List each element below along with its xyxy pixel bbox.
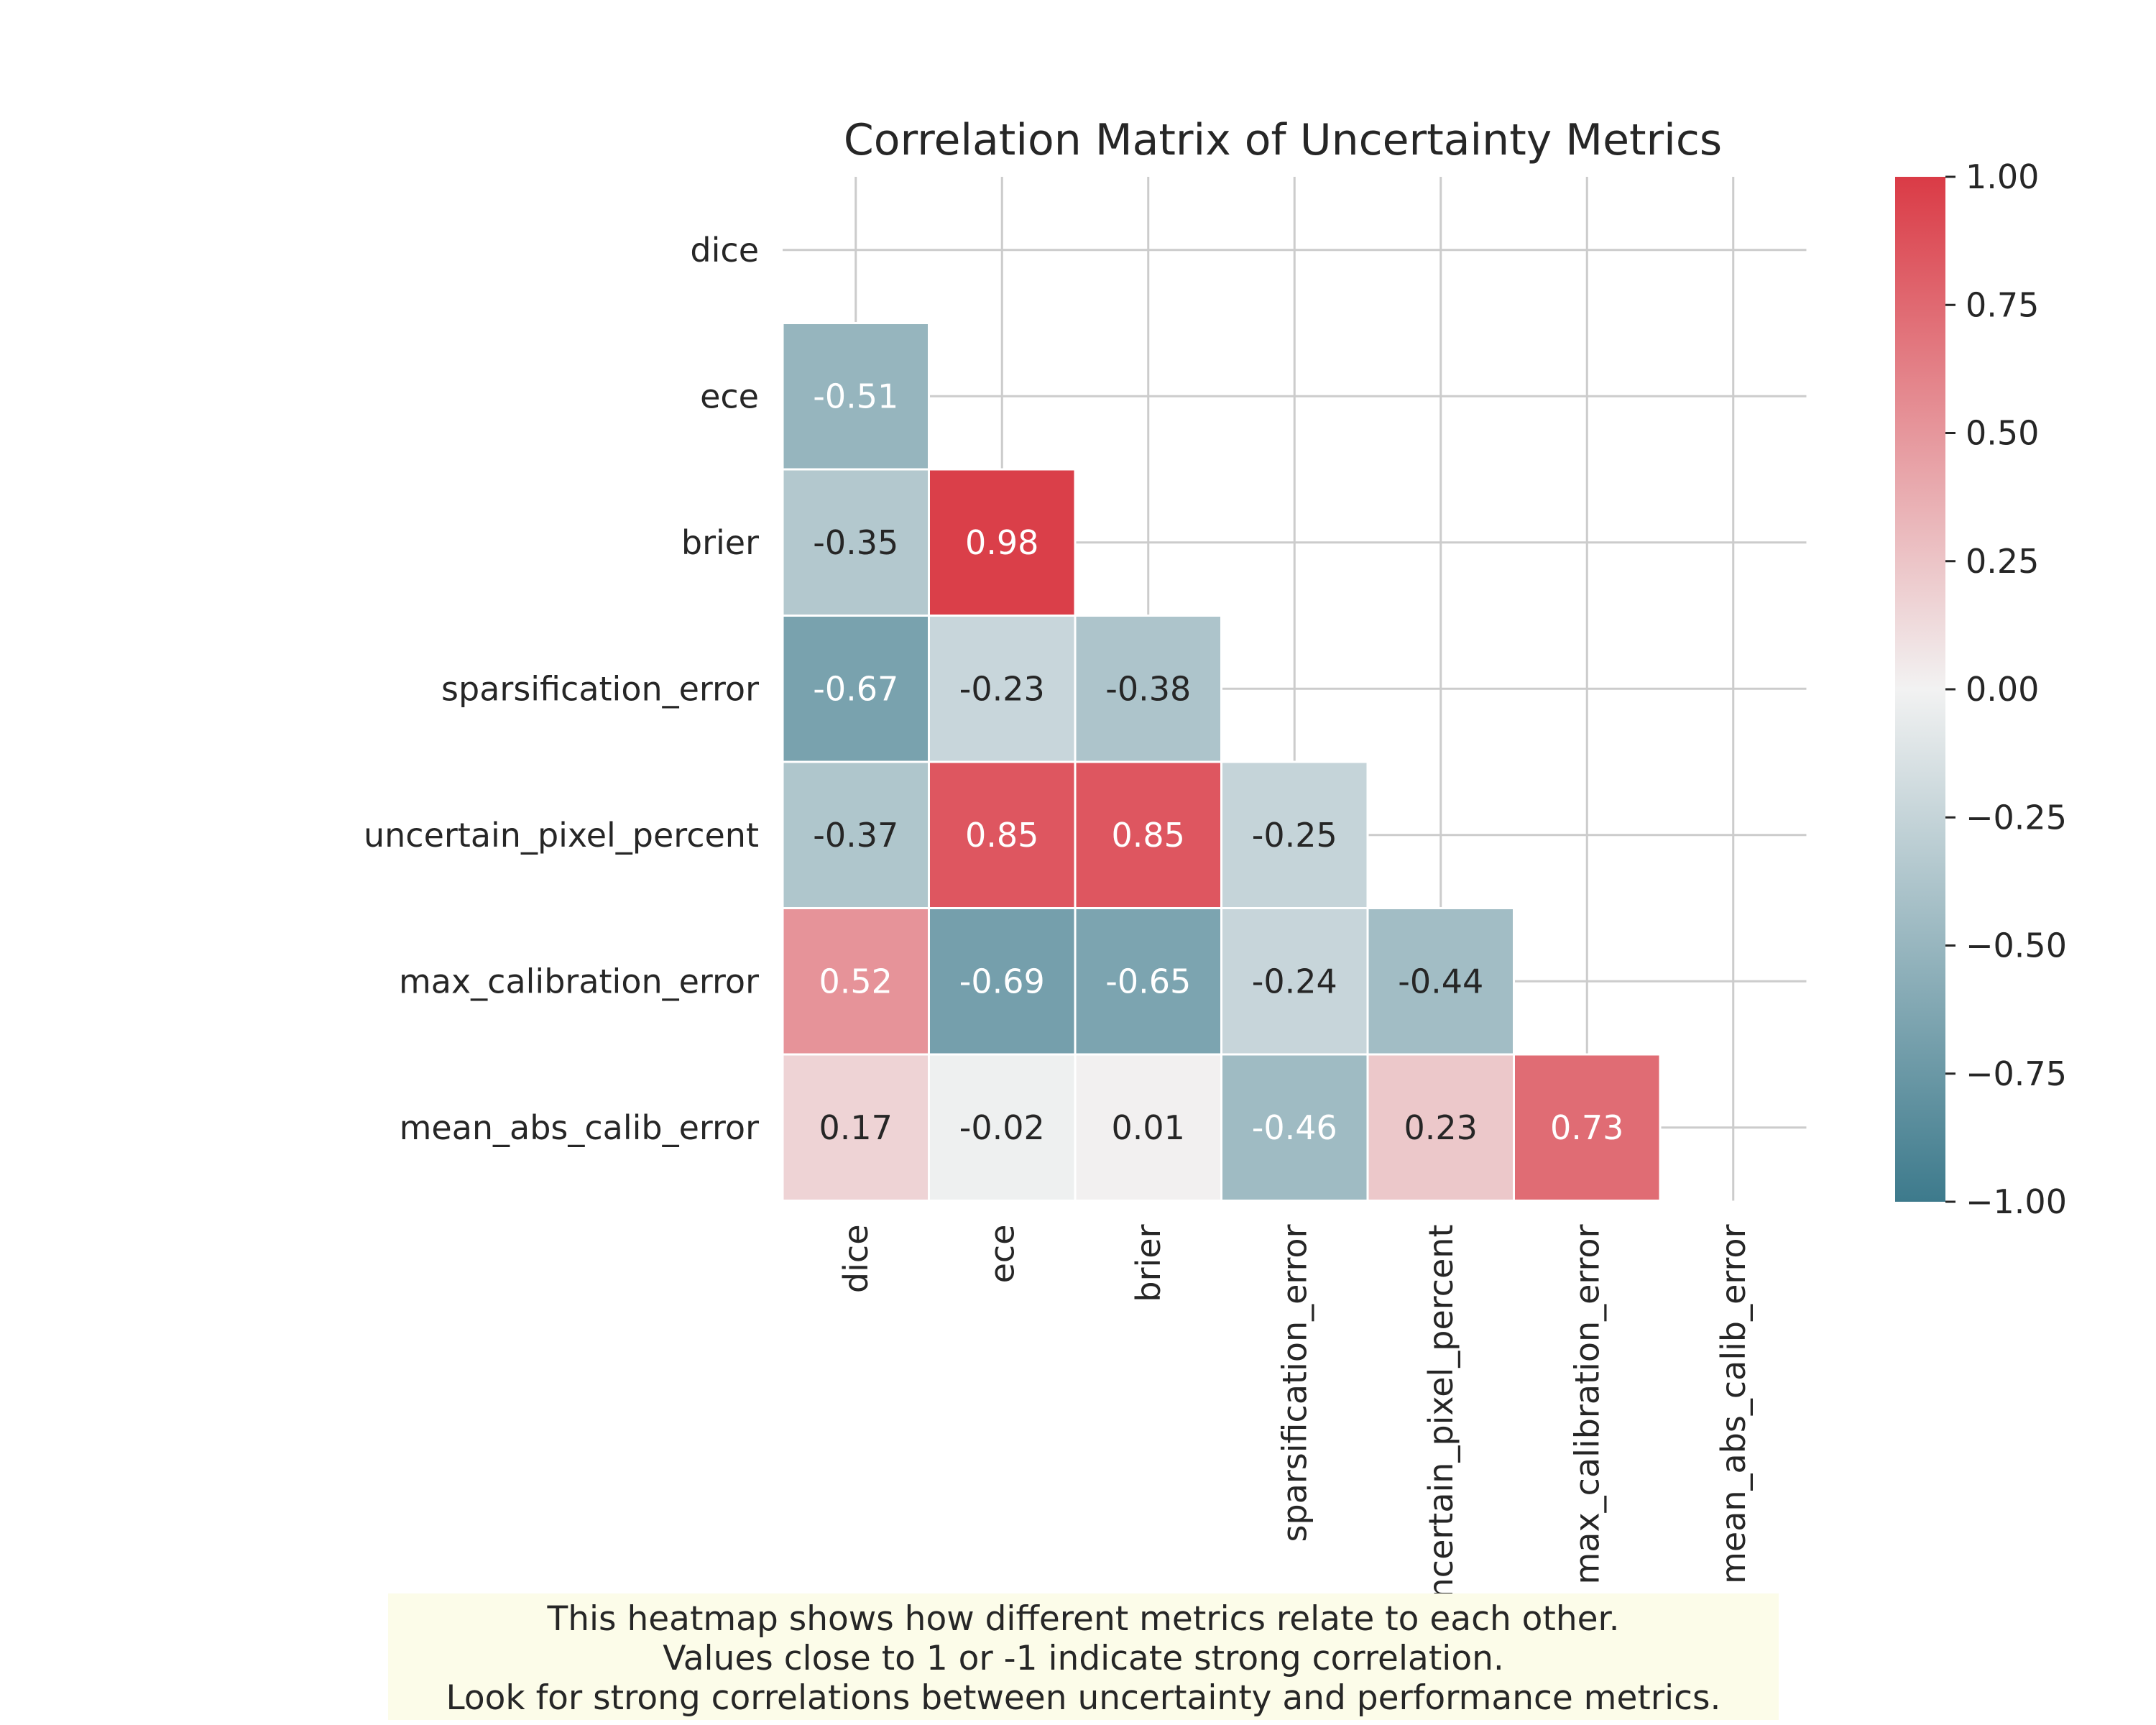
x-tick-label: mean_abs_calib_error xyxy=(1714,1224,1753,1583)
cell-value-label: -0.44 xyxy=(1398,962,1483,1000)
heatmap-cell xyxy=(781,322,930,471)
x-tick-label: sparsification_error xyxy=(1275,1224,1314,1542)
cell-value-label: -0.02 xyxy=(959,1108,1045,1147)
cell-value-label: 0.85 xyxy=(1112,816,1185,855)
cell-value-label: -0.38 xyxy=(1105,669,1191,708)
heatmap-cell xyxy=(1074,1053,1222,1202)
colorbar-tick-label: 0.00 xyxy=(1966,670,2039,709)
cell-value-label: 0.98 xyxy=(965,523,1038,562)
y-tick-label: sparsification_error xyxy=(441,669,759,708)
cell-value-label: -0.24 xyxy=(1252,962,1337,1000)
cell-value-label: -0.46 xyxy=(1252,1108,1337,1147)
y-tick-label: dice xyxy=(690,231,759,270)
y-tick-label: ece xyxy=(700,377,759,415)
x-tick-label: ece xyxy=(982,1225,1021,1284)
colorbar-tick-label: 1.00 xyxy=(1966,157,2039,196)
y-tick-label: mean_abs_calib_error xyxy=(400,1108,759,1147)
caption-line-2: Values close to 1 or -1 indicate strong … xyxy=(663,1639,1504,1678)
cell-value-label: 0.23 xyxy=(1404,1108,1478,1147)
cell-value-label: -0.25 xyxy=(1252,816,1337,855)
cell-value-label: -0.35 xyxy=(813,523,898,562)
cell-value-label: -0.23 xyxy=(959,669,1045,708)
x-axis-tick-labels: dice ece brier sparsification_error uncertai… xyxy=(837,1224,1753,1619)
cell-value-label: 0.01 xyxy=(1112,1108,1185,1147)
cell-value-label: -0.69 xyxy=(959,962,1045,1000)
heatmap-cell xyxy=(781,907,930,1056)
heatmap-cell xyxy=(928,468,1077,617)
heatmap-cell xyxy=(928,907,1077,1056)
colorbar-tick-label: 0.50 xyxy=(1966,414,2039,453)
colorbar-tick-label: −0.25 xyxy=(1966,798,2067,837)
cell-value-label: -0.65 xyxy=(1105,962,1191,1000)
y-tick-label: brier xyxy=(681,523,759,562)
colorbar: 1.00 0.75 0.50 0.25 0.00 −0.25 −0.50 −0.75 −1.00 xyxy=(1895,157,2067,1221)
cell-value-label: -0.37 xyxy=(813,816,898,855)
colorbar-tick-label: −0.75 xyxy=(1966,1054,2067,1093)
heatmap-cells xyxy=(781,322,1662,1202)
heatmap-cell xyxy=(928,760,1077,909)
heatmap-cell xyxy=(1074,760,1222,909)
cell-value-label: 0.17 xyxy=(819,1108,893,1147)
colorbar-tick-label: 0.25 xyxy=(1966,542,2039,581)
cell-value-label: 0.85 xyxy=(965,816,1038,855)
chart-title: Correlation Matrix of Uncertainty Metric… xyxy=(844,115,1722,165)
cell-value-label: -0.51 xyxy=(813,377,898,415)
x-tick-label: max_calibration_error xyxy=(1567,1224,1606,1584)
heatmap-cell xyxy=(781,1053,930,1202)
colorbar-tick-label: −1.00 xyxy=(1966,1182,2067,1221)
y-axis-tick-labels: dice ece brier sparsification_error uncertai… xyxy=(364,231,759,1147)
heatmap-cell xyxy=(1074,615,1222,763)
cell-value-label: 0.52 xyxy=(819,962,893,1000)
colorbar-tick-label: 0.75 xyxy=(1966,285,2039,324)
x-tick-label: dice xyxy=(837,1225,875,1294)
x-tick-label: uncertain_pixel_percent xyxy=(1422,1225,1460,1620)
heatmap-cell xyxy=(1220,760,1369,909)
heatmap-cell xyxy=(781,760,930,909)
caption-box: This heatmap shows how different metrics… xyxy=(388,1593,1779,1720)
cell-value-label: -0.67 xyxy=(813,669,898,708)
heatmap-cell xyxy=(1366,1053,1515,1202)
heatmap-cell xyxy=(928,1053,1077,1202)
heatmap-cell xyxy=(1366,907,1515,1056)
heatmap-cell xyxy=(1513,1053,1662,1202)
y-tick-label: max_calibration_error xyxy=(399,962,759,1000)
caption-line-1: This heatmap shows how different metrics… xyxy=(547,1599,1620,1639)
cell-value-labels: -0.51 -0.35 0.98 -0.67 -0.23 -0.38 -0.37 0.85 0.… xyxy=(813,377,1623,1147)
cell-value-label: 0.73 xyxy=(1550,1108,1623,1147)
caption-line-3: Look for strong correlations between unc… xyxy=(446,1678,1721,1718)
x-tick-label: brier xyxy=(1129,1224,1168,1302)
colorbar-gradient xyxy=(1895,177,1945,1202)
y-tick-label: uncertain_pixel_percent xyxy=(364,816,759,855)
colorbar-tick-label: −0.50 xyxy=(1966,926,2067,965)
